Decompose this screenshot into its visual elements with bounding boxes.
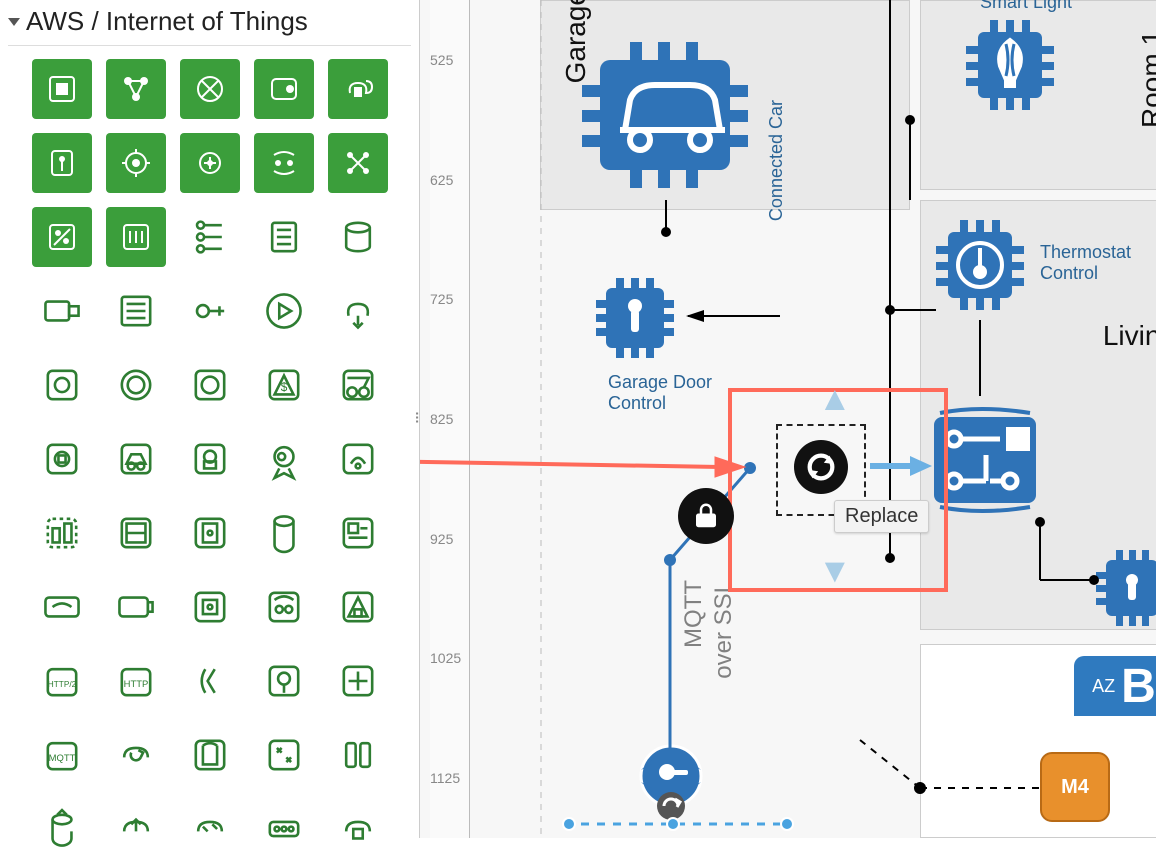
- protocol-line2: over SSL: [710, 580, 738, 679]
- palette-shape[interactable]: [103, 796, 169, 862]
- palette-shape[interactable]: HTTP/2: [29, 648, 95, 714]
- palette-shape[interactable]: [251, 648, 317, 714]
- diagram-canvas[interactable]: 525 625 725 825 925 1025 1125 Garage Room 1 Li…: [420, 0, 1156, 838]
- palette-shape[interactable]: [103, 204, 169, 270]
- svg-text:MQTT: MQTT: [48, 753, 75, 764]
- palette-shape[interactable]: [325, 278, 391, 344]
- palette-shape[interactable]: [103, 56, 169, 122]
- az-small: AZ: [1092, 676, 1115, 697]
- palette-shape[interactable]: [103, 278, 169, 344]
- svg-text:HTTP/2: HTTP/2: [47, 680, 76, 689]
- az-big: B: [1121, 659, 1156, 714]
- diagram-area[interactable]: Garage Room 1 Living Co: [480, 0, 1156, 838]
- palette-shape[interactable]: [325, 130, 391, 196]
- palette-icon-grid: $ HTTP/2 HTTP MQTT: [8, 56, 411, 862]
- ruler-tick: 525: [430, 52, 453, 68]
- shape-palette-sidebar: AWS / Internet of Things $ HTTP/2 HTTP MQTT: [0, 0, 420, 838]
- drag-guide-arrow: [420, 452, 750, 482]
- palette-shape[interactable]: MQTT: [29, 722, 95, 788]
- palette-shape[interactable]: [251, 56, 317, 122]
- palette-shape[interactable]: [177, 648, 243, 714]
- palette-shape[interactable]: [251, 426, 317, 492]
- protocol-line1: MQTT: [680, 580, 708, 648]
- palette-shape[interactable]: [325, 426, 391, 492]
- replace-tooltip: Replace: [834, 500, 929, 533]
- vertical-ruler: 525 625 725 825 925 1025 1125: [430, 0, 470, 838]
- palette-shape[interactable]: [251, 722, 317, 788]
- palette-shape[interactable]: [251, 574, 317, 640]
- ruler-tick: 1025: [430, 650, 461, 666]
- palette-shape[interactable]: [325, 500, 391, 566]
- palette-shape[interactable]: [177, 574, 243, 640]
- ruler-tick: 1125: [430, 770, 460, 786]
- palette-shape[interactable]: [29, 796, 95, 862]
- replace-action-icon[interactable]: [794, 440, 848, 494]
- selection-handle[interactable]: [666, 817, 680, 831]
- palette-shape[interactable]: [177, 130, 243, 196]
- compute-node[interactable]: M4: [1040, 752, 1110, 822]
- palette-shape[interactable]: [177, 426, 243, 492]
- palette-shape[interactable]: [29, 278, 95, 344]
- palette-shape[interactable]: [325, 56, 391, 122]
- palette-shape[interactable]: [103, 426, 169, 492]
- palette-shape[interactable]: [325, 204, 391, 270]
- palette-shape[interactable]: [29, 574, 95, 640]
- palette-shape[interactable]: [251, 500, 317, 566]
- svg-text:$: $: [280, 380, 287, 394]
- palette-shape[interactable]: [29, 500, 95, 566]
- palette-shape[interactable]: $: [251, 352, 317, 418]
- palette-shape[interactable]: [29, 56, 95, 122]
- palette-shape[interactable]: [325, 722, 391, 788]
- palette-shape[interactable]: [251, 278, 317, 344]
- palette-shape[interactable]: [177, 56, 243, 122]
- palette-shape[interactable]: [29, 130, 95, 196]
- palette-shape[interactable]: HTTP: [103, 648, 169, 714]
- ruler-tick: 825: [430, 411, 453, 427]
- palette-shape[interactable]: [29, 204, 95, 270]
- palette-shape[interactable]: [325, 648, 391, 714]
- palette-shape[interactable]: [251, 130, 317, 196]
- palette-shape[interactable]: [29, 352, 95, 418]
- palette-shape[interactable]: [251, 204, 317, 270]
- palette-shape[interactable]: [325, 796, 391, 862]
- compute-label: M4: [1061, 776, 1089, 799]
- palette-shape[interactable]: [103, 574, 169, 640]
- palette-shape[interactable]: [103, 130, 169, 196]
- palette-shape[interactable]: [177, 352, 243, 418]
- palette-shape[interactable]: [177, 796, 243, 862]
- palette-shape[interactable]: [325, 574, 391, 640]
- palette-shape[interactable]: [177, 500, 243, 566]
- palette-title: AWS / Internet of Things: [26, 6, 308, 37]
- ruler-tick: 925: [430, 531, 453, 547]
- palette-shape[interactable]: [103, 500, 169, 566]
- palette-shape[interactable]: [103, 352, 169, 418]
- selection-handle[interactable]: [562, 817, 576, 831]
- palette-shape[interactable]: [103, 722, 169, 788]
- palette-shape[interactable]: [325, 352, 391, 418]
- az-badge: AZ B: [1074, 656, 1156, 716]
- palette-header[interactable]: AWS / Internet of Things: [8, 2, 411, 46]
- palette-shape[interactable]: [177, 204, 243, 270]
- svg-text:HTTP: HTTP: [123, 679, 148, 690]
- lock-icon: [678, 488, 734, 544]
- palette-shape[interactable]: [177, 722, 243, 788]
- palette-shape[interactable]: [29, 426, 95, 492]
- ruler-tick: 725: [430, 291, 453, 307]
- palette-shape[interactable]: [251, 796, 317, 862]
- collapse-triangle-icon[interactable]: [8, 18, 20, 26]
- ruler-tick: 625: [430, 172, 453, 188]
- palette-shape[interactable]: [177, 278, 243, 344]
- selection-handle[interactable]: [780, 817, 794, 831]
